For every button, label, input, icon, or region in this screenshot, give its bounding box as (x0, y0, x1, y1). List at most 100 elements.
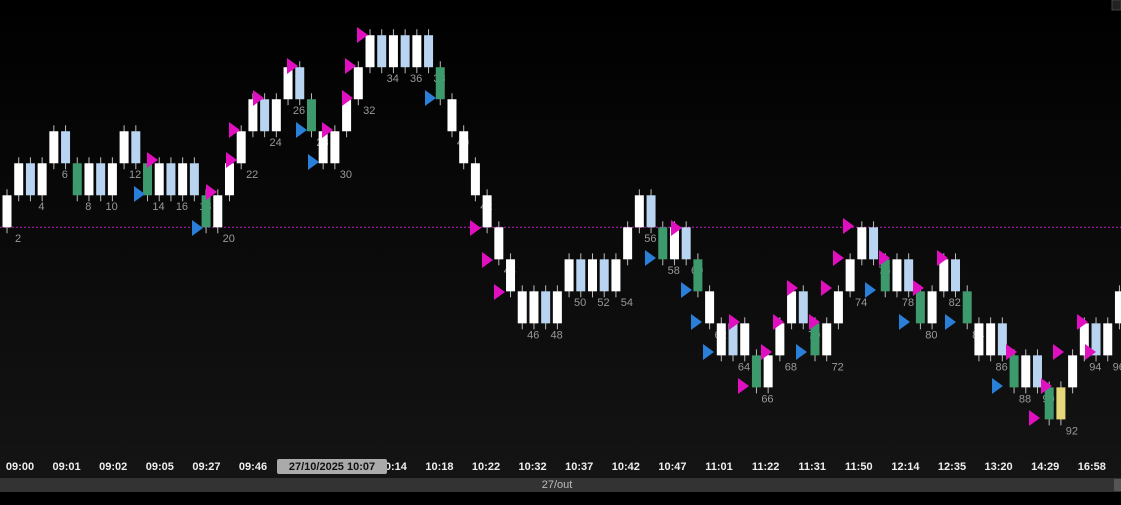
scrollbar[interactable] (0, 478, 1121, 492)
box (576, 259, 586, 292)
time-label: 10:32 (519, 461, 547, 473)
bar-label: 92 (1066, 425, 1078, 437)
bar-label: 56 (644, 233, 656, 245)
signal-marker (865, 282, 876, 298)
box (1079, 323, 1089, 356)
box (61, 131, 71, 164)
signal-marker (787, 280, 798, 296)
scroll-thumb[interactable] (1114, 479, 1121, 491)
signal-marker (945, 314, 956, 330)
box (728, 323, 738, 356)
time-label: 11:22 (752, 461, 780, 473)
time-label: 09:27 (192, 461, 220, 473)
box (541, 291, 551, 324)
signal-marker (287, 58, 298, 74)
box (131, 131, 141, 164)
time-label: 11:01 (705, 461, 733, 473)
box (845, 259, 855, 292)
bar-label: 86 (996, 361, 1008, 373)
box (716, 323, 726, 356)
time-label: 09:02 (99, 461, 127, 473)
date-label: 27/out (542, 479, 573, 491)
box (189, 163, 199, 196)
box (775, 323, 785, 356)
bar-label: 10 (106, 201, 118, 213)
bar-label: 26 (293, 105, 305, 117)
time-label: 10:37 (565, 461, 593, 473)
signal-marker (470, 220, 481, 236)
signal-marker (879, 250, 890, 266)
signal-marker (703, 344, 714, 360)
box (37, 163, 47, 196)
bar-label: 88 (1019, 393, 1031, 405)
box (1068, 355, 1078, 388)
bar-label: 48 (551, 329, 563, 341)
box (681, 227, 691, 260)
cursor-time-box (277, 459, 387, 474)
box (2, 195, 12, 228)
box (330, 131, 340, 164)
bar-label: 58 (668, 265, 680, 277)
box (869, 227, 879, 260)
signal-marker (494, 284, 505, 300)
box (1056, 387, 1066, 420)
signal-marker (1077, 314, 1088, 330)
box (751, 355, 761, 388)
box (517, 291, 527, 324)
signal-marker (226, 152, 237, 168)
time-label: 10:22 (472, 461, 500, 473)
bar-label: 22 (246, 169, 258, 181)
signal-marker (345, 58, 356, 74)
box (143, 163, 153, 196)
box (84, 163, 94, 196)
box (740, 323, 750, 356)
signal-marker (761, 344, 772, 360)
time-label: 09:46 (239, 461, 267, 473)
box (107, 163, 117, 196)
time-label: 12:14 (891, 461, 920, 473)
bar-label: 6 (62, 169, 68, 181)
box (693, 259, 703, 292)
box (892, 259, 902, 292)
signal-marker (992, 378, 1003, 394)
box (306, 99, 316, 132)
bar-label: 52 (597, 297, 609, 309)
box (49, 131, 59, 164)
signal-marker (1085, 344, 1096, 360)
signal-marker (134, 186, 145, 202)
box (1021, 355, 1031, 388)
plot-background (0, 0, 1121, 478)
signal-marker (357, 27, 368, 43)
bar-label: 74 (855, 297, 867, 309)
signal-marker (322, 122, 333, 138)
bar-label: 46 (527, 329, 539, 341)
box (506, 259, 516, 292)
box (470, 163, 480, 196)
time-label: 14:29 (1031, 461, 1059, 473)
bar-label: 20 (223, 233, 235, 245)
box (353, 67, 363, 100)
box (295, 67, 305, 100)
box (271, 99, 281, 132)
bar-label: 2 (15, 233, 21, 245)
bar-label: 68 (785, 361, 797, 373)
time-label: 09:05 (146, 461, 174, 473)
box (529, 291, 539, 324)
time-label: 11:31 (798, 461, 826, 473)
box (962, 291, 972, 324)
box (634, 195, 644, 228)
signal-marker (206, 184, 217, 200)
signal-marker (833, 250, 844, 266)
box (763, 355, 773, 388)
time-label: 11:50 (845, 461, 873, 473)
signal-marker (913, 280, 924, 296)
box (201, 195, 211, 228)
signal-marker (342, 90, 353, 106)
box (646, 195, 656, 228)
box (166, 163, 176, 196)
signal-marker (253, 90, 264, 106)
box (459, 131, 469, 164)
box (119, 131, 129, 164)
box (283, 67, 293, 100)
